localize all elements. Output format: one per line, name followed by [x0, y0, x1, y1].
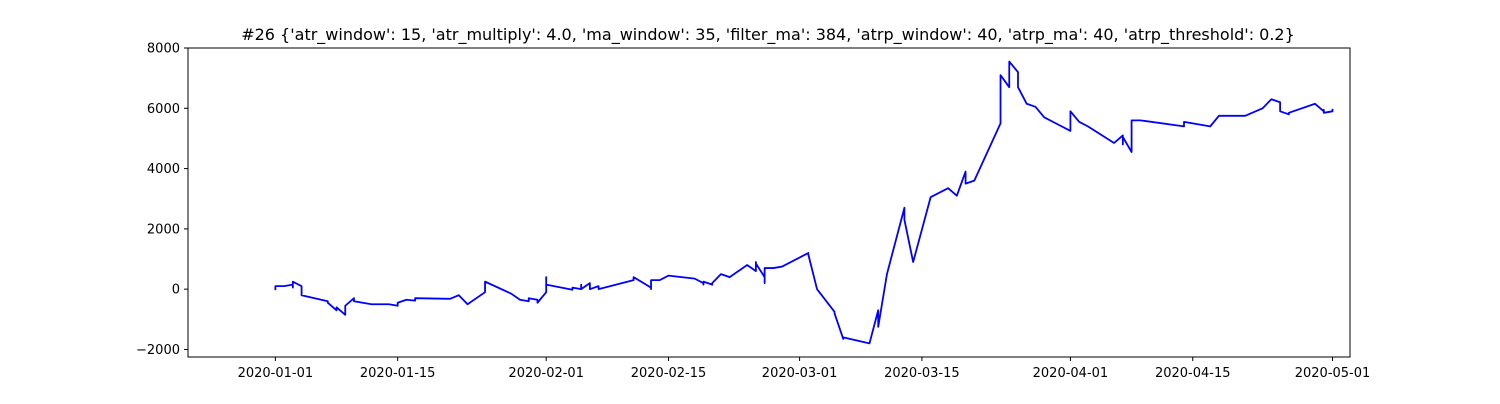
series-line-0: [274, 60, 1334, 345]
x-tick-label: 2020-05-01: [1295, 366, 1371, 381]
x-tick-label: 2020-04-15: [1155, 366, 1231, 381]
plot-frame: [187, 47, 1351, 358]
axes: 2020-01-01 2020-01-15 2020-02-01 2020-02-15…: [136, 42, 1370, 382]
chart-title: #26 {'atr_window': 15, 'atr_multiply': 4…: [241, 25, 1295, 45]
y-tick-label: 2000: [147, 222, 180, 237]
x-tick-label: 2020-03-01: [762, 366, 838, 381]
x-tick-label: 2020-02-15: [631, 366, 707, 381]
y-tick-label: 4000: [147, 162, 180, 177]
x-tick-label: 2020-02-01: [508, 366, 584, 381]
y-tick-label: 6000: [147, 102, 180, 117]
plot-area: [274, 60, 1334, 345]
y-tick-label: 8000: [147, 42, 180, 57]
y-tick-label: −2000: [136, 343, 180, 358]
x-tick-label: 2020-03-15: [884, 366, 960, 381]
x-tick-label: 2020-01-01: [238, 366, 314, 381]
x-tick-label: 2020-01-15: [360, 366, 436, 381]
x-tick-label: 2020-04-01: [1033, 366, 1109, 381]
y-tick-label: 0: [172, 283, 180, 298]
